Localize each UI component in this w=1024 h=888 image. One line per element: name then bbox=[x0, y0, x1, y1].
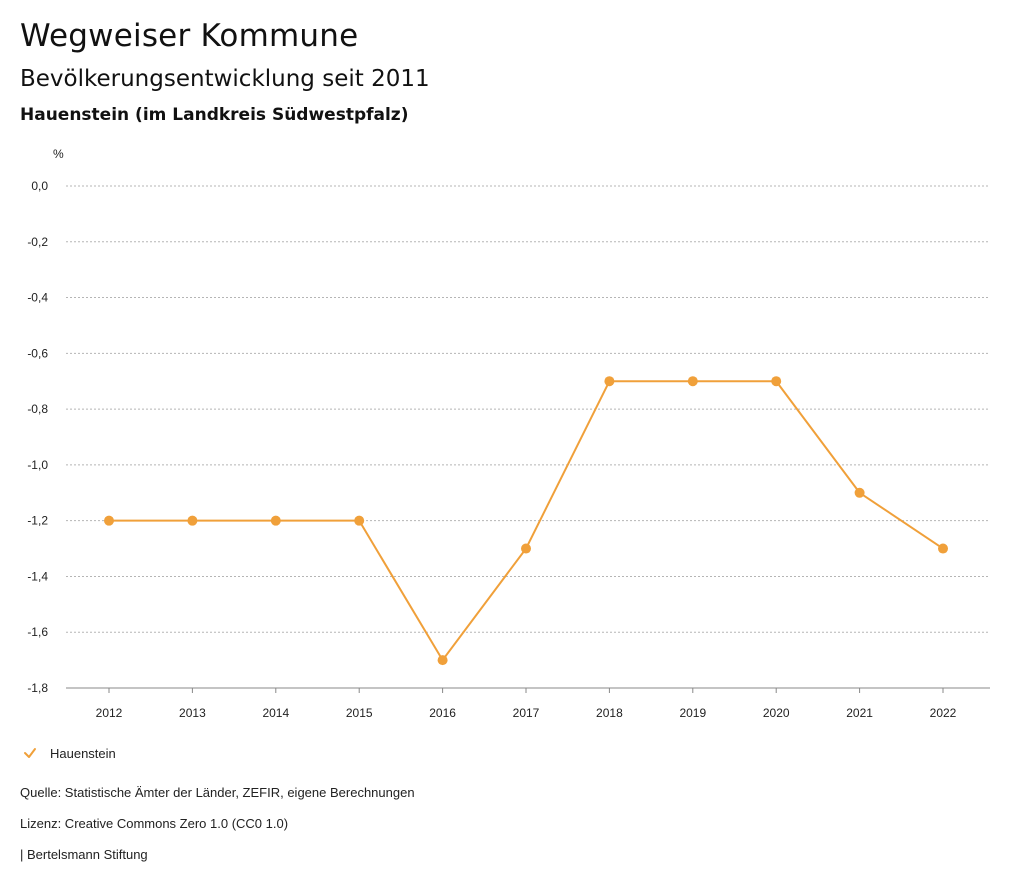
x-tick-label: 2015 bbox=[346, 706, 373, 720]
x-axis-ticks: 2012 2013 2014 2015 2016 2017 2018 2019 2020 2021… bbox=[96, 688, 957, 720]
y-tick-label: -0,8 bbox=[27, 402, 48, 416]
line-chart: % 0,0 -0,2 -0,4 -0,6 -0,8 -1,0 -1,2 -1,4 -1,6 -1,… bbox=[27, 147, 990, 720]
y-tick-label: -1,6 bbox=[27, 625, 48, 639]
y-tick-label: -0,6 bbox=[27, 346, 48, 360]
y-axis-unit-label: % bbox=[53, 147, 64, 161]
y-tick-label: -1,4 bbox=[27, 569, 48, 583]
data-point[interactable] bbox=[104, 515, 114, 526]
data-point[interactable] bbox=[938, 543, 948, 554]
x-tick-label: 2018 bbox=[596, 706, 623, 720]
region-label: Hauenstein (im Landkreis Südwestpfalz) bbox=[20, 105, 409, 125]
y-tick-label: -1,2 bbox=[27, 514, 48, 528]
grid-lines bbox=[66, 185, 990, 689]
legend-label: Hauenstein bbox=[50, 745, 116, 761]
x-tick-label: 2012 bbox=[96, 706, 123, 720]
y-tick-label: -1,0 bbox=[27, 458, 48, 472]
data-point[interactable] bbox=[270, 515, 281, 526]
page-title: Wegweiser Kommune bbox=[20, 18, 359, 54]
y-tick-label: 0,0 bbox=[31, 179, 48, 193]
data-point[interactable] bbox=[354, 515, 365, 526]
x-tick-label: 2016 bbox=[429, 706, 456, 720]
y-tick-label: -1,8 bbox=[27, 681, 48, 695]
data-point[interactable] bbox=[437, 655, 448, 666]
data-point[interactable] bbox=[187, 515, 198, 526]
x-tick-label: 2014 bbox=[262, 706, 289, 720]
data-point[interactable] bbox=[521, 543, 531, 554]
data-point[interactable] bbox=[771, 376, 782, 387]
y-tick-label: -0,2 bbox=[27, 235, 48, 249]
y-tick-label: -0,4 bbox=[27, 291, 48, 305]
x-tick-label: 2013 bbox=[179, 706, 206, 720]
check-icon bbox=[24, 748, 36, 758]
x-tick-label: 2019 bbox=[679, 706, 706, 720]
source-note: Quelle: Statistische Ämter der Länder, Z… bbox=[20, 785, 415, 800]
x-tick-label: 2021 bbox=[846, 706, 873, 720]
publisher-note: | Bertelsmann Stiftung bbox=[20, 847, 148, 862]
x-tick-label: 2022 bbox=[930, 706, 957, 720]
legend[interactable]: Hauenstein bbox=[22, 745, 116, 761]
y-axis-ticks: 0,0 -0,2 -0,4 -0,6 -0,8 -1,0 -1,2 -1,4 -1,6 -1,8 bbox=[27, 179, 48, 695]
series-hauenstein bbox=[104, 376, 948, 666]
data-point[interactable] bbox=[604, 376, 615, 387]
x-tick-label: 2020 bbox=[763, 706, 790, 720]
chart-subtitle: Bevölkerungsentwicklung seit 2011 bbox=[20, 66, 430, 92]
license-note: Lizenz: Creative Commons Zero 1.0 (CC0 1… bbox=[20, 816, 289, 831]
data-point[interactable] bbox=[687, 376, 698, 387]
data-point[interactable] bbox=[854, 487, 865, 498]
x-tick-label: 2017 bbox=[513, 706, 540, 720]
